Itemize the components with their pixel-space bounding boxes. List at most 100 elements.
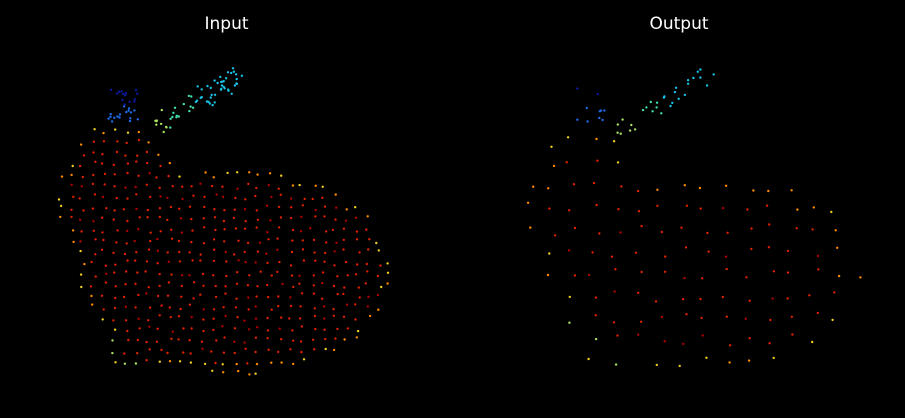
point [291,184,295,187]
point [750,247,753,251]
point [254,372,257,375]
point [587,273,591,277]
point [325,241,328,244]
point [277,205,281,209]
point [254,194,257,198]
point [246,362,249,365]
point [266,283,269,287]
point [621,118,624,121]
point [368,314,372,318]
point [767,246,771,249]
point [114,361,117,364]
point [637,210,641,213]
point [101,231,104,234]
point [147,286,150,289]
point [224,285,227,288]
point [256,218,260,221]
point [280,174,283,177]
point [332,314,335,317]
point [289,304,293,308]
point [233,327,237,330]
point [663,340,666,343]
point [114,296,117,300]
point [312,284,315,287]
point [124,91,128,95]
point [567,249,571,252]
point [314,209,317,212]
point [256,285,259,288]
point [357,286,360,289]
point [224,77,228,80]
point [685,313,688,316]
point [138,216,141,219]
point [82,154,86,157]
point [568,295,571,299]
point [215,339,218,342]
point [236,187,239,190]
point [336,292,339,296]
point [325,230,328,233]
point [669,104,672,108]
point [331,228,335,232]
point [109,88,113,92]
point [178,207,181,210]
point [289,264,293,267]
point [572,183,576,186]
point [155,340,159,343]
point [100,294,104,297]
point [565,161,568,164]
point [266,337,269,340]
point [125,141,128,145]
point [156,327,159,330]
point [226,71,230,74]
point [279,216,283,219]
point [366,215,369,218]
point [179,307,182,311]
point [548,207,551,210]
point [314,215,317,218]
point [158,215,161,219]
point [619,231,622,234]
point [684,246,688,249]
point [147,248,151,251]
point [791,333,794,336]
point [129,111,133,114]
point [165,126,168,129]
point [324,347,327,351]
point [219,75,222,79]
point [683,276,686,280]
point [721,295,724,299]
point [128,119,132,123]
point [276,248,279,251]
point [224,250,227,254]
point [596,159,599,162]
point [243,227,247,230]
point [323,205,327,208]
point [651,110,654,113]
point [610,255,614,258]
point [266,230,269,234]
point [137,138,141,142]
point [748,299,751,302]
point [311,338,315,341]
point [158,272,161,276]
point [234,306,238,309]
point [191,106,195,109]
point [123,362,127,365]
point [233,351,236,355]
point [156,262,159,265]
point [772,356,775,360]
point [192,297,195,300]
point [321,281,324,285]
point [203,362,207,366]
point [92,220,95,223]
point [336,275,339,278]
point [386,282,389,285]
point [137,293,140,297]
point [677,97,680,101]
point [159,164,162,168]
point [125,270,128,273]
point [223,228,226,231]
point [816,311,819,315]
point [808,294,811,297]
